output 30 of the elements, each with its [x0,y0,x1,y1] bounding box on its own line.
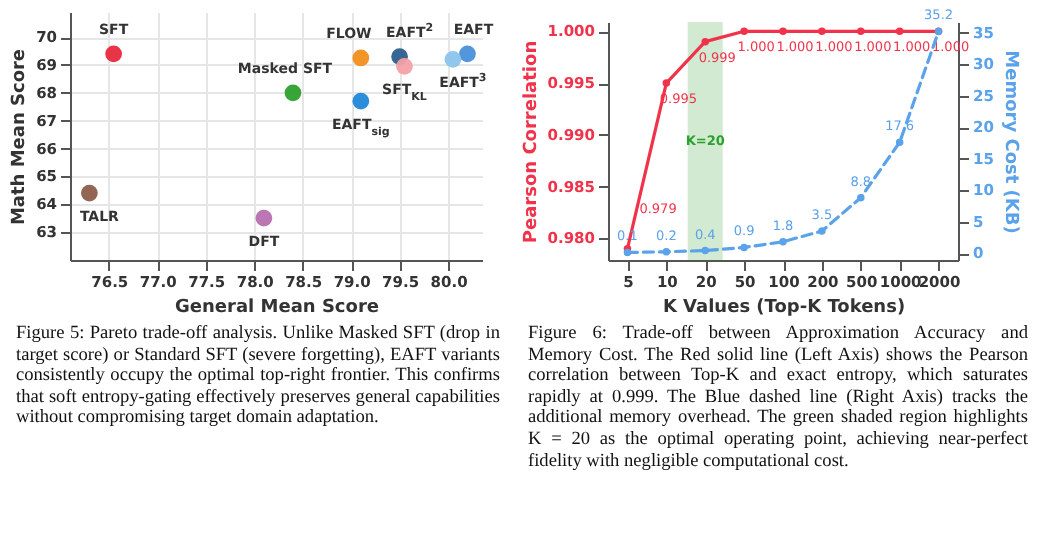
point [352,92,370,110]
point [701,37,709,46]
point [459,45,476,63]
point [352,49,370,67]
point [396,57,413,75]
point [818,227,826,235]
point [895,27,904,36]
point [255,209,273,227]
point [105,45,122,63]
y-axis-title: Math Mean Score [10,48,31,226]
y-axis-title: Pearson Correlation [521,40,542,244]
x-axis-title: General Mean Score [175,298,379,318]
x-axis-title: K Values (Top-K Tokens) [662,298,906,318]
point [857,193,865,202]
point [740,243,748,252]
point [818,27,826,36]
point [662,79,671,87]
point [284,84,302,102]
point [740,27,748,36]
point [779,238,787,246]
point [857,27,865,36]
caption: Figure 5: Pareto trade-off analysis. Unlike Masked SFT (drop in target score) or Standard SFT (severe forgetting), EAFT variants consistently occupy the optimal top-right frontier. This confirms that soft entropy-gating effectively preserves general capabilities without compromising target domain adaptation. [14,322,502,430]
point [81,184,98,202]
y2-axis-title: Memory Cost (KB) [999,50,1020,234]
point [779,27,787,36]
point [444,51,462,68]
point [701,246,709,255]
caption: Figure 6: Trade-off between Approximation Accuracy and Memory Cost. The Red solid line (Left Axis) shows the Pearson correlation between Top-K and exact entropy, which saturates rapidly at 0.999. The Blue dashed line (Right Axis) tracks the additional memory overhead. The green shaded region highlights K = 20 as the optimal operating point, achieving near-perfect fidelity with negligible computational cost. [526,322,1030,473]
point [662,248,671,256]
point [895,138,904,146]
